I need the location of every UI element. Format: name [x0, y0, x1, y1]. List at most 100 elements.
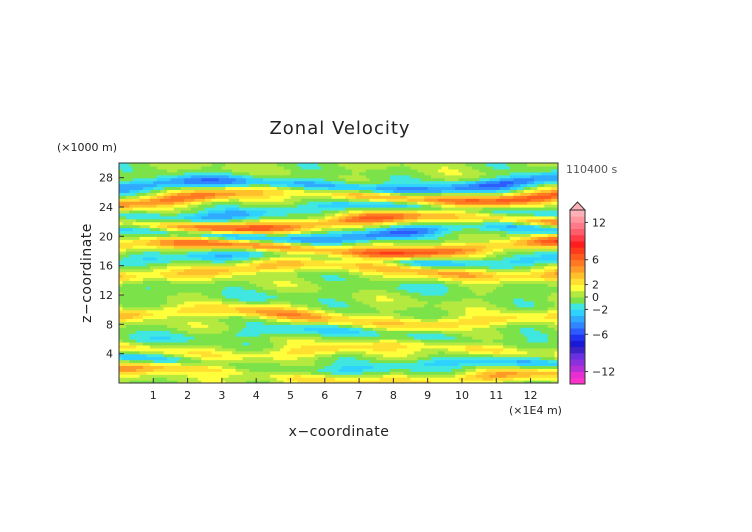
heatmap-cell: [163, 330, 168, 334]
heatmap-cell: [239, 368, 244, 372]
heatmap-cell: [228, 333, 233, 337]
heatmap-cell: [194, 327, 199, 331]
heatmap-cell: [249, 344, 254, 349]
heatmap-cell: [328, 359, 333, 364]
heatmap-cell: [544, 377, 549, 381]
heatmap-cell: [256, 327, 261, 331]
heatmap-cell: [437, 374, 442, 378]
heatmap-cell: [259, 350, 264, 355]
heatmap-cell: [472, 344, 477, 349]
heatmap-cell: [345, 374, 350, 378]
heatmap-cell: [345, 371, 350, 375]
heatmap-cell: [482, 371, 487, 375]
heatmap-cell: [167, 333, 172, 337]
heatmap-cell: [527, 344, 532, 349]
heatmap-cell: [266, 365, 271, 369]
heatmap-cell: [506, 356, 511, 361]
heatmap-cell: [136, 333, 141, 337]
heatmap-cell: [280, 333, 285, 337]
heatmap-cell: [503, 356, 508, 361]
heatmap-cell: [122, 341, 127, 346]
heatmap-cell: [437, 356, 442, 361]
heatmap-cell: [400, 344, 405, 349]
heatmap-cell: [143, 380, 148, 383]
heatmap-cell: [544, 371, 549, 375]
heatmap-cell: [263, 365, 268, 369]
heatmap-cell: [554, 333, 558, 337]
heatmap-cell: [523, 374, 528, 378]
heatmap-cell: [458, 339, 463, 343]
heatmap-cell: [324, 374, 329, 378]
heatmap-cell: [544, 380, 549, 383]
heatmap-cell: [403, 380, 408, 383]
heatmap-cell: [410, 359, 415, 364]
heatmap-cell: [139, 336, 144, 340]
heatmap-cell: [321, 377, 326, 381]
heatmap-cell: [300, 362, 305, 366]
heatmap-cell: [218, 350, 223, 355]
heatmap-cell: [386, 333, 391, 337]
heatmap-cell: [167, 336, 172, 340]
heatmap-cell: [365, 341, 370, 346]
heatmap-cell: [304, 339, 309, 343]
heatmap-cell: [444, 327, 449, 331]
heatmap-cell: [417, 362, 422, 366]
heatmap-cell: [242, 359, 247, 364]
heatmap-cell: [448, 350, 453, 355]
heatmap-cell: [338, 371, 343, 375]
heatmap-cell: [551, 333, 556, 337]
heatmap-cell: [431, 327, 436, 331]
heatmap-cell: [331, 359, 336, 364]
heatmap-cell: [482, 359, 487, 364]
heatmap-cell: [427, 359, 432, 364]
heatmap-cell: [167, 353, 172, 358]
heatmap-cell: [328, 368, 333, 372]
heatmap-cell: [191, 374, 196, 378]
heatmap-cell: [239, 333, 244, 337]
heatmap-cell: [513, 347, 518, 352]
heatmap-cell: [496, 341, 501, 346]
heatmap-cell: [383, 374, 388, 378]
heatmap-cell: [509, 359, 515, 364]
heatmap-cell: [321, 380, 326, 383]
heatmap-cell: [355, 344, 360, 349]
heatmap-cell: [424, 339, 429, 343]
heatmap-cell: [372, 339, 377, 343]
heatmap-cell: [554, 339, 558, 343]
heatmap-cell: [530, 347, 535, 352]
heatmap-cell: [365, 333, 370, 337]
heatmap-cell: [283, 365, 288, 369]
heatmap-cell: [482, 350, 487, 355]
heatmap-cell: [434, 333, 439, 337]
heatmap-cell: [503, 359, 508, 364]
heatmap-cell: [503, 374, 508, 378]
heatmap-cell: [218, 356, 223, 361]
heatmap-cell: [417, 371, 422, 375]
heatmap-cell: [348, 374, 353, 378]
heatmap-cell: [163, 341, 168, 346]
heatmap-cell: [143, 374, 148, 378]
heatmap-cell: [263, 356, 268, 361]
heatmap-cell: [547, 341, 552, 346]
heatmap-cell: [266, 336, 271, 340]
heatmap-cell: [317, 374, 322, 378]
heatmap-cell: [482, 336, 487, 340]
heatmap-cell: [273, 374, 278, 378]
heatmap-cell: [184, 347, 189, 352]
heatmap-cell: [136, 356, 141, 361]
heatmap-cell: [132, 374, 137, 378]
heatmap-cell: [328, 380, 333, 383]
heatmap-cell: [448, 356, 453, 361]
heatmap-cell: [386, 347, 391, 352]
heatmap-cell: [448, 333, 453, 337]
heatmap-cell: [379, 371, 384, 375]
heatmap-cell: [492, 330, 497, 334]
heatmap-cell: [153, 350, 158, 355]
heatmap-cell: [239, 347, 244, 352]
heatmap-cell: [259, 359, 264, 364]
heatmap-cell: [317, 330, 322, 334]
heatmap-cell: [280, 339, 285, 343]
heatmap-cell: [458, 356, 463, 361]
heatmap-cell: [444, 341, 449, 346]
heatmap-cell: [180, 368, 185, 372]
